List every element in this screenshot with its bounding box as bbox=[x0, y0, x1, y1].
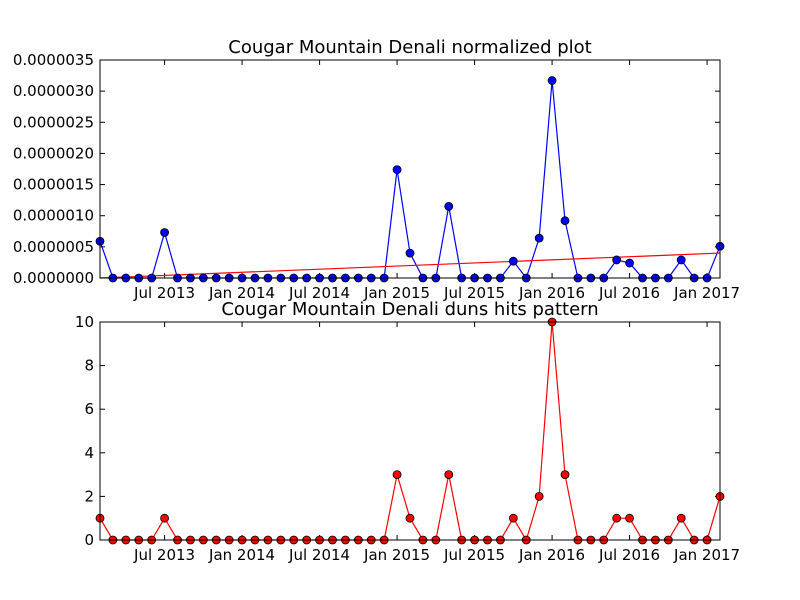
top-x-tick-label: Jan 2016 bbox=[518, 284, 585, 302]
top-y-tick-label: 0.0000015 bbox=[13, 176, 94, 194]
bottom-data-point bbox=[560, 470, 570, 480]
bottom-y-tick-label: 6 bbox=[84, 400, 94, 418]
bottom-data-point bbox=[676, 513, 686, 523]
bottom-x-tick-label: Jul 2014 bbox=[288, 546, 350, 564]
top-y-tick-label: 0.0000000 bbox=[13, 269, 94, 287]
top-x-tick-label: Jan 2017 bbox=[673, 284, 740, 302]
top-y-tick-label: 0.0000005 bbox=[13, 238, 94, 256]
top-y-tick-label: 0.0000030 bbox=[13, 82, 94, 100]
top-subplot: Cougar Mountain Denali normalized plot 0… bbox=[13, 37, 740, 302]
top-data-point bbox=[612, 255, 622, 265]
bottom-x-tick-label: Jan 2015 bbox=[363, 546, 430, 564]
bottom-x-tick-label: Jan 2016 bbox=[518, 546, 585, 564]
top-data-point bbox=[625, 258, 634, 268]
top-data-point bbox=[534, 233, 544, 243]
bottom-x-tick-label: Jul 2013 bbox=[133, 546, 195, 564]
bottom-data-point bbox=[392, 470, 402, 480]
top-data-point bbox=[160, 228, 169, 237]
top-x-tick-label: Jul 2015 bbox=[443, 284, 505, 302]
bottom-x-tick-label: Jan 2017 bbox=[673, 546, 740, 564]
bottom-data-point bbox=[534, 491, 544, 501]
bottom-x-tick-label: Jan 2014 bbox=[208, 546, 275, 564]
top-data-point bbox=[392, 165, 402, 175]
bottom-y-tick-labels: 0 2 4 6 8 10 bbox=[75, 313, 94, 549]
top-y-tick-label: 0.0000035 bbox=[13, 51, 94, 69]
bottom-data-point bbox=[612, 513, 622, 523]
top-y-tick-label: 0.0000020 bbox=[13, 144, 94, 162]
bottom-y-tick-label: 8 bbox=[84, 357, 94, 375]
top-x-tick-label: Jan 2015 bbox=[363, 284, 430, 302]
top-data-point bbox=[547, 76, 557, 85]
top-y-tick-label: 0.0000010 bbox=[13, 207, 94, 225]
top-data-point bbox=[560, 216, 570, 226]
bottom-y-tick-label: 0 bbox=[84, 531, 94, 549]
bottom-data-point bbox=[508, 513, 518, 523]
top-x-tick-label: Jul 2013 bbox=[133, 284, 195, 302]
bottom-y-tick-label: 4 bbox=[84, 444, 94, 462]
top-data-point bbox=[508, 256, 518, 266]
bottom-data-point bbox=[625, 513, 634, 523]
top-data-point bbox=[676, 255, 686, 265]
bottom-x-tick-label: Jul 2015 bbox=[443, 546, 505, 564]
bottom-y-tick-label: 10 bbox=[75, 313, 94, 331]
top-x-tick-labels: Jul 2013 Jan 2014 Jul 2014 Jan 2015 Jul 2015… bbox=[133, 284, 740, 302]
bottom-data-point bbox=[160, 513, 169, 523]
bottom-x-tick-labels: Jul 2013 Jan 2014 Jul 2014 Jan 2015 Jul 2015… bbox=[133, 546, 740, 564]
bottom-axes-frame bbox=[99, 321, 721, 541]
top-y-tick-labels: 0.0000000 0.0000005 0.0000010 0.0000015 0.00… bbox=[13, 51, 94, 287]
bottom-x-tick-label: Jul 2016 bbox=[598, 546, 660, 564]
top-x-tick-label: Jan 2014 bbox=[208, 284, 275, 302]
bottom-chart-title: Cougar Mountain Denali duns hits pattern bbox=[221, 299, 598, 320]
top-data-point bbox=[444, 201, 454, 211]
top-chart-title: Cougar Mountain Denali normalized plot bbox=[228, 37, 591, 58]
bottom-data-point bbox=[405, 513, 415, 523]
bottom-data-point bbox=[444, 470, 454, 480]
top-y-tick-label: 0.0000025 bbox=[13, 113, 94, 131]
top-x-tick-label: Jul 2014 bbox=[288, 284, 350, 302]
top-data-point bbox=[405, 248, 415, 258]
bottom-y-tick-label: 2 bbox=[84, 487, 94, 505]
top-x-tick-label: Jul 2016 bbox=[598, 284, 660, 302]
top-axes-frame bbox=[99, 59, 721, 279]
bottom-subplot: Cougar Mountain Denali duns hits pattern… bbox=[75, 299, 740, 564]
